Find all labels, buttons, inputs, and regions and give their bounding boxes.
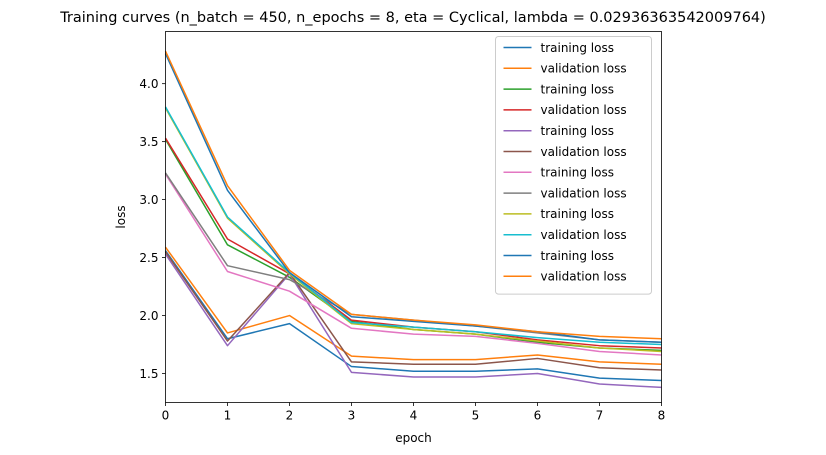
- legend-label: training loss: [541, 41, 614, 55]
- legend-label: training loss: [541, 207, 614, 221]
- x-tick-label: 5: [472, 409, 480, 423]
- series-line-7: [164, 173, 662, 356]
- y-axis-label: loss: [114, 205, 128, 228]
- legend-label: training loss: [541, 249, 614, 263]
- x-tick-label: 4: [410, 409, 418, 423]
- y-axis: 1.5 2.0 2.5 3.0 3.5 4.0: [139, 77, 166, 381]
- legend-label: validation loss: [541, 62, 627, 76]
- plot-lines: [164, 50, 662, 389]
- series-line-1: [164, 250, 662, 382]
- x-tick-label: 1: [224, 409, 232, 423]
- x-axis-label: epoch: [395, 431, 432, 445]
- legend-label: training loss: [541, 124, 614, 138]
- x-axis: 0 1 2 3 4 5 6 7 8: [162, 402, 666, 423]
- series-line-2: [164, 246, 662, 365]
- legend-label: training loss: [541, 166, 614, 180]
- y-tick-label: 4.0: [139, 77, 158, 91]
- y-tick-label: 3.0: [139, 193, 158, 207]
- series-line-12: [164, 50, 662, 340]
- x-tick-label: 2: [286, 409, 294, 423]
- legend-label: training loss: [541, 82, 614, 96]
- legend: training loss validation loss training los…: [495, 36, 652, 295]
- legend-label: validation loss: [541, 186, 627, 200]
- y-tick-label: 1.5: [139, 367, 158, 381]
- legend-label: validation loss: [541, 270, 627, 284]
- legend-label: validation loss: [541, 228, 627, 242]
- series-line-5: [164, 253, 662, 389]
- legend-label: validation loss: [541, 103, 627, 117]
- x-tick-label: 0: [162, 409, 170, 423]
- series-line-9: [164, 107, 662, 353]
- y-tick-label: 2.5: [139, 251, 158, 265]
- x-tick-label: 3: [348, 409, 356, 423]
- series-line-11: [164, 53, 662, 343]
- legend-label: validation loss: [541, 145, 627, 159]
- x-tick-label: 6: [534, 409, 542, 423]
- y-tick-label: 2.0: [139, 309, 158, 323]
- chart-title: Training curves (n_batch = 450, n_epochs…: [59, 10, 766, 26]
- legend-box: [495, 36, 652, 295]
- series-line-10: [164, 106, 662, 346]
- y-tick-label: 3.5: [139, 135, 158, 149]
- x-tick-label: 8: [658, 409, 666, 423]
- series-line-6: [164, 251, 662, 371]
- x-tick-label: 7: [596, 409, 604, 423]
